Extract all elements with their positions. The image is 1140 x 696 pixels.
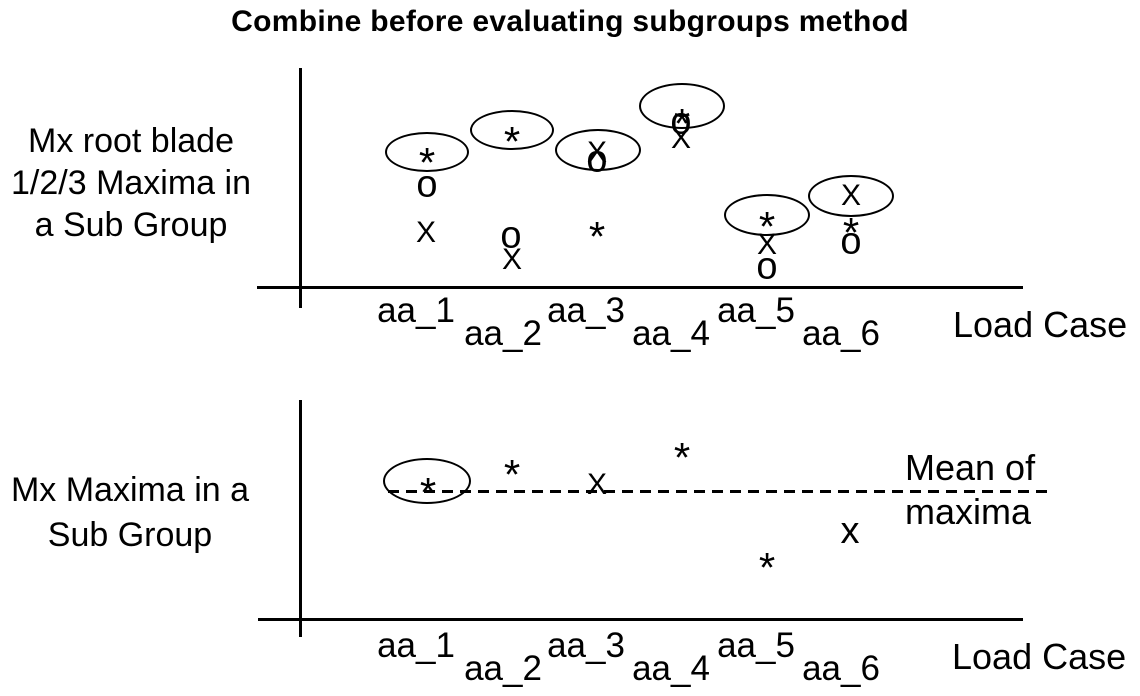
- top-plot-y-axis-label: Mx root blade 1/2/3 Maxima in a Sub Group: [2, 120, 260, 246]
- bottom-ylabel-line: Sub Group: [47, 516, 213, 554]
- top-highlight-ellipse: [385, 132, 469, 172]
- top-marker-X-aa_5: X: [756, 227, 778, 261]
- top-x-tick-label-aa_1: aa_1: [377, 291, 455, 330]
- top-ylabel-line: 1/2/3 Maxima in: [11, 164, 251, 202]
- top-x-tick-label-aa_5: aa_5: [717, 291, 795, 330]
- top-highlight-ellipse: [808, 175, 894, 217]
- top-marker-star-aa_2: *: [503, 117, 521, 165]
- bottom-plot-y-axis-label: Mx Maxima in a Sub Group: [2, 468, 258, 558]
- top-marker-X-aa_6: X: [840, 178, 862, 212]
- top-marker-o-aa_2: o: [500, 214, 522, 257]
- top-x-tick-label-aa_2: aa_2: [464, 314, 542, 353]
- top-marker-star-aa_3: *: [588, 212, 606, 260]
- bottom-marker-star-aa_1: *: [419, 468, 437, 516]
- top-marker-o-aa_6: o: [840, 220, 862, 263]
- bottom-x-tick-label-aa_3: aa_3: [547, 626, 625, 665]
- top-marker-X-aa_4: X: [670, 121, 692, 155]
- bottom-x-tick-label-aa_4: aa_4: [632, 649, 710, 688]
- top-marker-o-aa_5: o: [756, 245, 778, 288]
- top-marker-X-aa_3: X: [586, 135, 608, 169]
- bottom-x-tick-label-aa_6: aa_6: [802, 649, 880, 688]
- top-highlight-ellipse: [555, 129, 641, 171]
- top-marker-X-aa_1: X: [415, 215, 437, 249]
- bottom-marker-star-aa_5: *: [758, 543, 776, 591]
- top-marker-X-aa_2: X: [501, 242, 523, 276]
- top-x-tick-label-aa_6: aa_6: [802, 314, 880, 353]
- top-plot-x-axis-title: Load Case: [953, 304, 1128, 345]
- bottom-marker-x-aa_6: x: [840, 510, 860, 553]
- mean-of-maxima-label-line: maxima: [905, 491, 1032, 532]
- bottom-marker-star-aa_2: *: [503, 450, 521, 498]
- top-x-tick-label-aa_3: aa_3: [547, 291, 625, 330]
- top-marker-o-aa_4: o: [670, 100, 692, 143]
- top-ylabel-line: a Sub Group: [34, 206, 228, 244]
- top-highlight-ellipse: [639, 83, 725, 129]
- bottom-marker-star-aa_4: *: [673, 433, 691, 481]
- top-plot-y-axis: [299, 68, 302, 308]
- bottom-plot-x-axis-title: Load Case: [952, 636, 1127, 677]
- top-highlight-ellipse: [470, 110, 554, 150]
- bottom-x-tick-label-aa_2: aa_2: [464, 649, 542, 688]
- top-plot-x-axis: [257, 286, 1023, 289]
- top-marker-star-aa_4: *: [673, 99, 691, 147]
- figure-title: Combine before evaluating subgroups meth…: [231, 5, 909, 38]
- bottom-plot-y-axis: [299, 400, 302, 637]
- top-marker-star-aa_5: *: [758, 202, 776, 250]
- top-marker-o-aa_3: o: [586, 138, 608, 181]
- bottom-marker-X-aa_3: X: [586, 467, 608, 501]
- mean-of-maxima-dashed-line: [388, 490, 1048, 493]
- bottom-plot-x-axis: [258, 618, 1023, 621]
- bottom-ylabel-line: Mx Maxima in a: [10, 471, 250, 509]
- top-marker-star-aa_6: *: [842, 208, 860, 256]
- bottom-x-tick-label-aa_1: aa_1: [377, 626, 455, 665]
- top-marker-star-aa_1: *: [418, 138, 436, 186]
- mean-of-maxima-label: Mean of maxima: [905, 446, 1035, 534]
- top-highlight-ellipse: [724, 194, 810, 236]
- mean-of-maxima-label-line: Mean of: [905, 447, 1036, 488]
- top-ylabel-line: Mx root blade: [28, 122, 234, 160]
- top-marker-o-aa_1: o: [416, 163, 438, 206]
- top-x-tick-label-aa_4: aa_4: [632, 314, 710, 353]
- bottom-x-tick-label-aa_5: aa_5: [717, 626, 795, 665]
- bottom-highlight-ellipse: [383, 458, 471, 504]
